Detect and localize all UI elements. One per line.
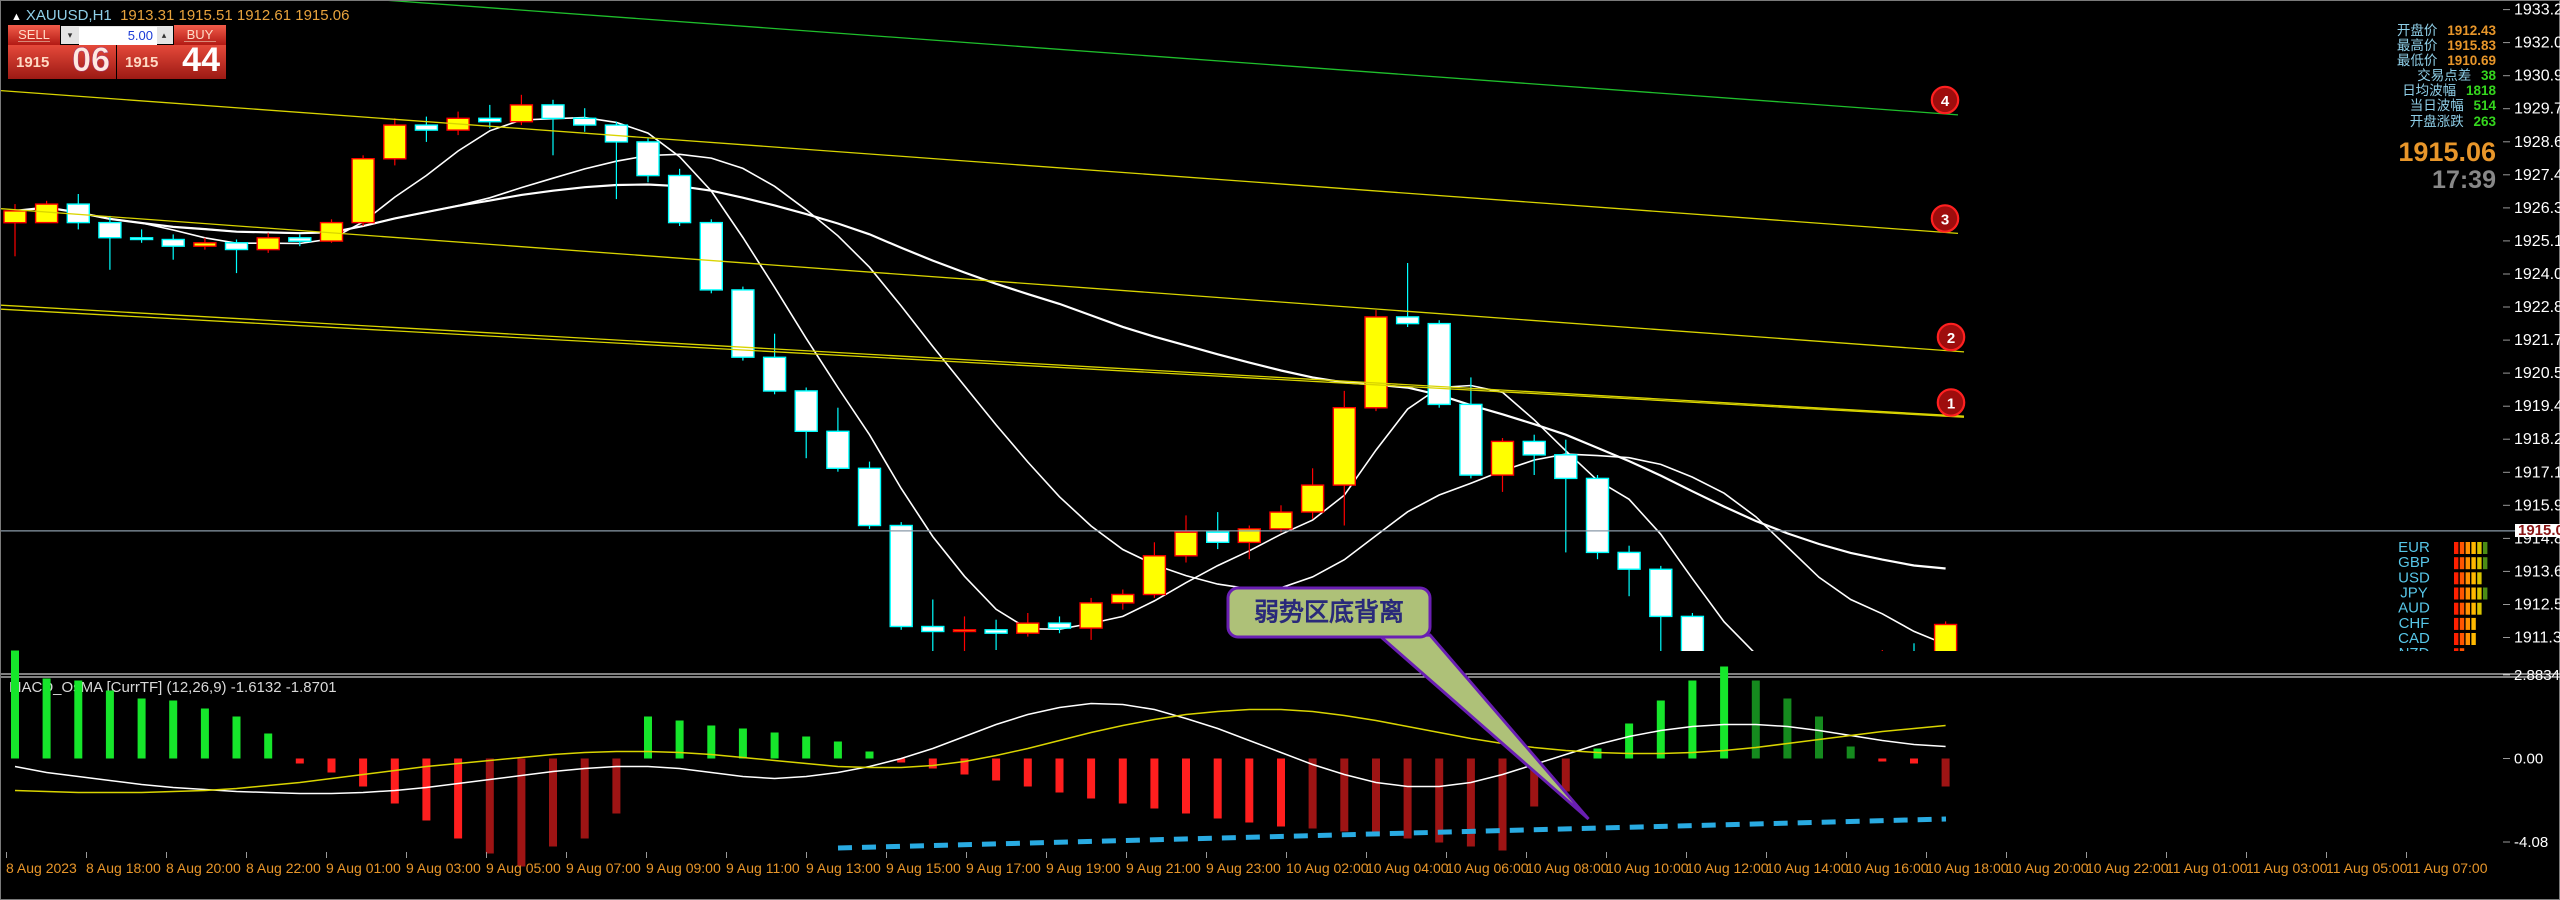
svg-text:弱势区底背离: 弱势区底背离 <box>1254 598 1404 627</box>
